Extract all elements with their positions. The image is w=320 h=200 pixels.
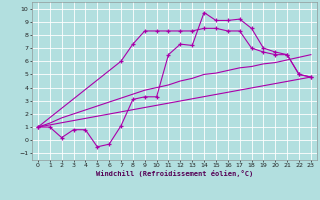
X-axis label: Windchill (Refroidissement éolien,°C): Windchill (Refroidissement éolien,°C) bbox=[96, 170, 253, 177]
